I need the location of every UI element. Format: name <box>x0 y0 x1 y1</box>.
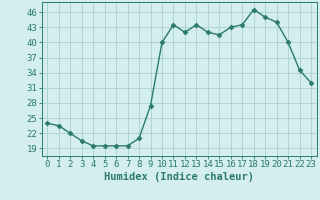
X-axis label: Humidex (Indice chaleur): Humidex (Indice chaleur) <box>104 172 254 182</box>
